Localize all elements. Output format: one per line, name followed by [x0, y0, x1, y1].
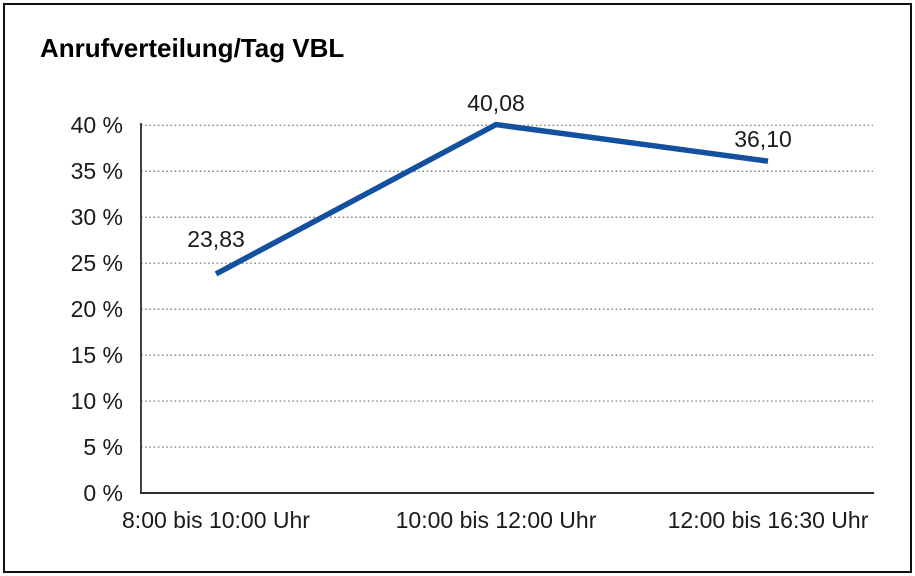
- chart-frame: Anrufverteilung/Tag VBL: [3, 3, 912, 573]
- data-point-label: 36,10: [734, 126, 792, 152]
- y-tick-label: 20 %: [70, 296, 123, 322]
- y-tick-label: 0 %: [83, 480, 123, 506]
- y-tick-label: 25 %: [70, 250, 123, 276]
- chart-title: Anrufverteilung/Tag VBL: [40, 33, 345, 63]
- y-tick-label: 15 %: [70, 342, 123, 368]
- data-series-line: [214, 121, 769, 277]
- y-tick-label: 10 %: [70, 388, 123, 414]
- y-tick-label: 30 %: [70, 204, 123, 230]
- y-tick-label: 40 %: [70, 112, 123, 138]
- x-category-label: 8:00 bis 10:00 Uhr: [122, 507, 310, 533]
- y-tick-label: 35 %: [70, 158, 123, 184]
- x-category-label: 10:00 bis 12:00 Uhr: [395, 507, 597, 533]
- x-category-label: 12:00 bis 16:30 Uhr: [667, 507, 869, 533]
- y-tick-label: 5 %: [83, 434, 123, 460]
- data-point-label: 40,08: [467, 90, 525, 116]
- data-point-label: 23,83: [187, 226, 245, 252]
